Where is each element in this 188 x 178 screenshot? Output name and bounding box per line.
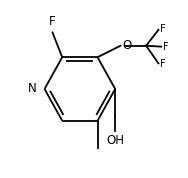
Text: N: N: [28, 82, 37, 96]
Text: F: F: [160, 59, 165, 69]
Text: OH: OH: [106, 134, 124, 147]
Text: O: O: [122, 39, 132, 52]
Text: F: F: [160, 24, 165, 34]
Text: F: F: [162, 42, 168, 52]
Text: F: F: [49, 15, 56, 28]
